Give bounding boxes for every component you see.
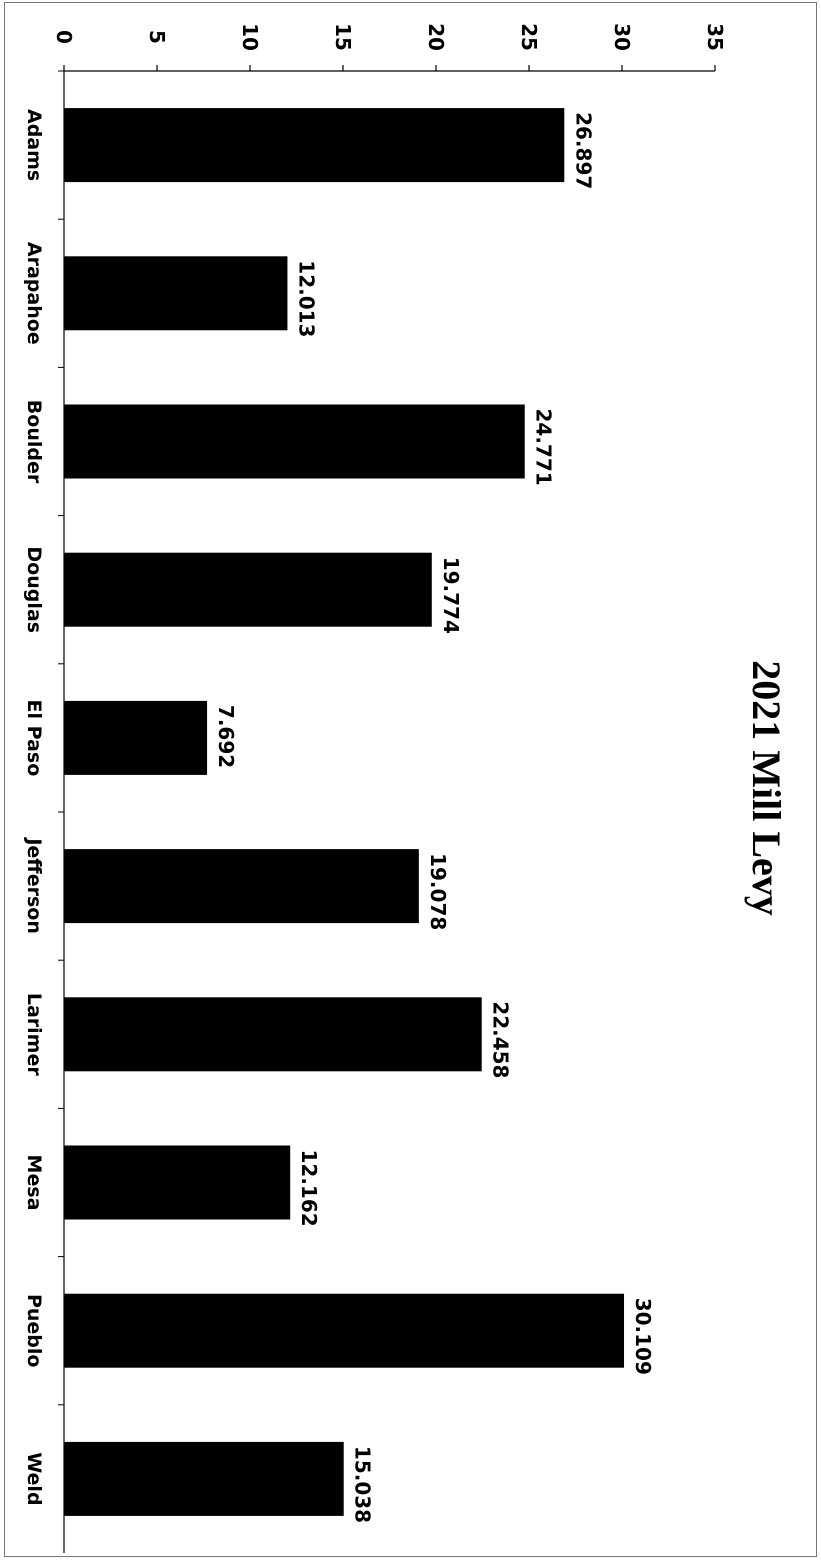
category-label: Boulder <box>23 400 45 484</box>
value-tick-label: 25 <box>517 23 541 51</box>
bar <box>64 108 565 183</box>
bar <box>64 849 419 924</box>
category-label: Mesa <box>23 1155 45 1211</box>
category-label: Weld <box>23 1452 45 1505</box>
value-tick-label: 0 <box>52 30 76 44</box>
category-labels: Adams Arapahoe Boulder Douglas El Paso Jeffer… <box>23 109 45 1506</box>
category-label: El Paso <box>23 700 45 777</box>
bar-value-label: 30.109 <box>631 1298 655 1375</box>
chart-title: 2021 Mill Levy <box>744 660 789 916</box>
value-tick-label: 10 <box>238 23 262 51</box>
bar-value-label: 19.774 <box>439 557 463 634</box>
chart-frame: 0 5 10 15 20 25 30 35 26.897 12.013 24.771 19.774 7… <box>4 2 817 1557</box>
value-axis: 0 5 10 15 20 25 30 35 <box>52 23 727 72</box>
category-label: Jefferson <box>23 836 45 934</box>
value-tick-label: 35 <box>703 23 727 51</box>
bar-value-label: 26.897 <box>571 112 595 189</box>
bar-value-label: 24.771 <box>532 409 556 486</box>
value-tick-label: 20 <box>424 23 448 51</box>
bar-value-label: 22.458 <box>489 1001 513 1078</box>
bar <box>64 552 432 627</box>
value-tick-label: 5 <box>145 30 169 44</box>
bar <box>64 256 288 331</box>
bar-value-label: 7.692 <box>214 705 238 768</box>
category-label: Douglas <box>23 546 45 633</box>
category-label: Adams <box>23 109 45 181</box>
bar-value-label: 12.013 <box>294 260 318 337</box>
value-tick-label: 15 <box>331 23 355 51</box>
mill-levy-bar-chart: 0 5 10 15 20 25 30 35 26.897 12.013 24.771 19.774 7… <box>23 23 789 1553</box>
category-axis <box>58 70 65 1553</box>
bar <box>64 700 208 775</box>
bar <box>64 1293 625 1368</box>
bar <box>64 1441 344 1516</box>
bar <box>64 404 525 479</box>
category-label: Pueblo <box>23 1294 45 1368</box>
bar-value-label: 15.038 <box>351 1446 375 1523</box>
value-tick-label: 30 <box>610 23 634 51</box>
category-label: Larimer <box>23 993 45 1076</box>
bar-series <box>64 108 625 1516</box>
data-labels: 26.897 12.013 24.771 19.774 7.692 19.078 22.45… <box>214 112 655 1523</box>
bar <box>64 1145 291 1220</box>
bar-value-label: 19.078 <box>426 853 450 930</box>
bar-value-label: 12.162 <box>297 1150 321 1227</box>
bar <box>64 997 482 1072</box>
category-label: Arapahoe <box>23 242 45 345</box>
